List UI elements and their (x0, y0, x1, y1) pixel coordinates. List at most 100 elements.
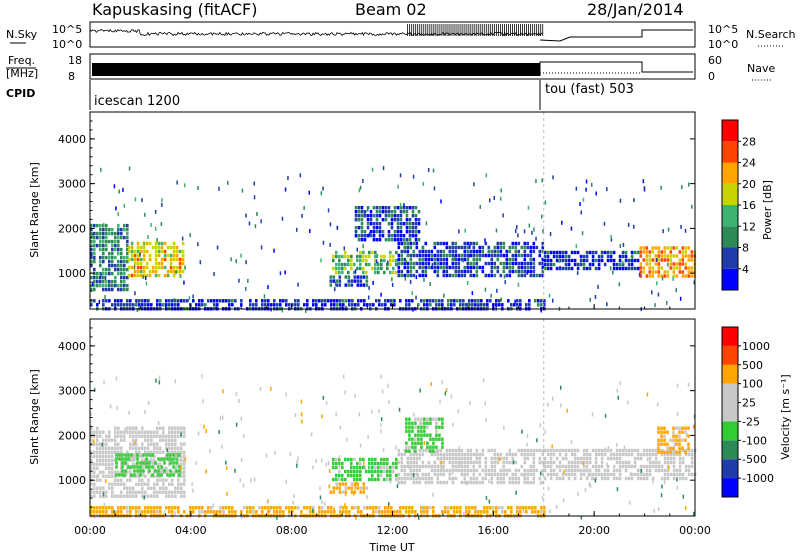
data-cell (429, 437, 432, 441)
data-cell (576, 250, 580, 255)
data-cell (409, 257, 413, 262)
data-cell (396, 230, 400, 234)
data-cell (285, 299, 288, 303)
data-cell (570, 250, 574, 255)
data-cell (499, 273, 503, 278)
data-cell (261, 510, 264, 514)
data-cell (400, 261, 404, 266)
data-cell (468, 299, 471, 303)
data-cell (478, 249, 482, 254)
data-cell (510, 303, 513, 307)
data-cell (371, 477, 374, 482)
scatter-echo (123, 203, 126, 208)
data-cell (600, 464, 604, 469)
data-cell (490, 257, 494, 262)
data-cell (663, 472, 667, 477)
scatter-echo (681, 185, 683, 190)
data-cell (142, 273, 146, 278)
data-cell (499, 468, 503, 473)
data-cell (415, 464, 419, 469)
data-cell (621, 250, 625, 255)
data-cell (420, 445, 423, 449)
data-cell (475, 241, 479, 246)
data-cell (537, 510, 540, 514)
data-cell (411, 441, 414, 445)
data-cell (666, 430, 669, 434)
data-cell (126, 506, 129, 510)
data-cell (609, 254, 613, 259)
data-cell (427, 261, 431, 266)
data-cell (508, 269, 512, 274)
data-cell (216, 510, 219, 514)
scatter-echo (432, 492, 434, 497)
data-cell (660, 426, 663, 430)
data-cell (141, 434, 144, 438)
data-cell (138, 478, 141, 482)
data-cell (121, 465, 124, 469)
data-cell (681, 476, 685, 481)
data-cell (541, 452, 545, 457)
data-cell (395, 477, 398, 482)
data-cell (426, 441, 429, 445)
data-cell (399, 226, 403, 230)
data-cell (147, 506, 150, 510)
scatter-echo (485, 417, 487, 422)
data-cell (678, 456, 682, 461)
data-cell (363, 299, 366, 303)
data-cell (541, 472, 545, 477)
data-cell (377, 266, 380, 271)
data-cell (99, 259, 102, 264)
data-cell (151, 461, 154, 465)
data-cell (148, 469, 151, 473)
scatter-echo (551, 396, 554, 401)
data-cell (171, 506, 174, 510)
data-cell (438, 433, 441, 437)
data-cell (357, 238, 361, 242)
nsearch-label: N.Search (746, 28, 796, 41)
scatter-echo (93, 387, 96, 392)
data-cell (502, 464, 506, 469)
data-cell (498, 506, 501, 510)
data-cell (353, 482, 357, 486)
data-cell (162, 426, 165, 430)
data-cell (171, 434, 174, 438)
data-cell (439, 253, 443, 258)
data-cell (156, 430, 159, 434)
scatter-echo (676, 383, 679, 388)
data-cell (511, 456, 515, 461)
data-cell (523, 261, 527, 266)
data-cell (383, 461, 386, 466)
data-cell (405, 214, 409, 218)
data-cell (156, 442, 159, 446)
data-cell (660, 450, 663, 454)
data-cell (564, 464, 568, 469)
data-cell (415, 472, 419, 477)
data-cell (633, 250, 637, 255)
data-cell (502, 456, 506, 461)
data-cell (369, 214, 373, 218)
data-cell (141, 426, 144, 430)
data-cell (564, 262, 568, 267)
data-cell (159, 450, 162, 454)
data-cell (463, 480, 467, 485)
data-cell (117, 494, 120, 498)
data-cell (111, 490, 114, 494)
data-cell (555, 254, 559, 259)
data-cell (90, 494, 93, 498)
data-cell (624, 452, 628, 457)
data-cell (387, 214, 391, 218)
scatter-echo (359, 443, 362, 448)
data-cell (165, 299, 168, 303)
data-cell (111, 263, 114, 268)
data-cell (171, 490, 174, 494)
data-cell (541, 245, 545, 250)
data-cell (400, 456, 404, 461)
data-cell (118, 457, 121, 461)
data-cell (135, 490, 138, 494)
data-cell (523, 468, 527, 473)
data-cell (183, 478, 186, 482)
data-cell (148, 253, 152, 258)
data-cell (255, 299, 258, 303)
date-title: 28/Jan/2014 (587, 0, 684, 19)
data-cell (180, 430, 183, 434)
